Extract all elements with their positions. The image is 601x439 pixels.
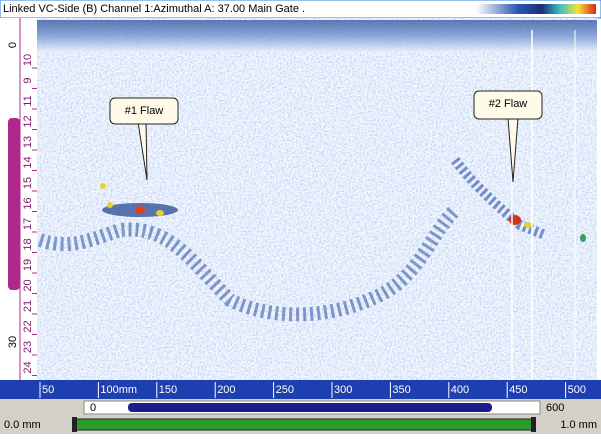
callout-label: #1 Flaw bbox=[125, 105, 164, 117]
ruler-label: 18 bbox=[22, 238, 34, 250]
color-bar bbox=[476, 4, 596, 14]
ruler-label: 400 bbox=[451, 384, 469, 396]
ruler-label: 300 bbox=[334, 384, 352, 396]
ruler-label: 17 bbox=[22, 218, 34, 230]
window-title: Linked VC-Side (B) Channel 1:Azimuthal A… bbox=[3, 3, 305, 15]
ruler-label: 450 bbox=[509, 384, 527, 396]
ruler-label: 250 bbox=[276, 384, 294, 396]
ruler-label: 350 bbox=[392, 384, 410, 396]
ruler-label: 21 bbox=[22, 300, 34, 312]
ruler-label: 30 bbox=[7, 336, 19, 348]
ruler-label: 50 bbox=[42, 384, 54, 396]
slider-handle[interactable] bbox=[72, 417, 77, 432]
ruler-label: 9 bbox=[22, 77, 34, 83]
scroll-thumb[interactable] bbox=[128, 403, 492, 412]
ruler-label: 15 bbox=[22, 177, 34, 189]
app-window: Linked VC-Side (B) Channel 1:Azimuthal A… bbox=[0, 0, 601, 434]
ruler-highlight bbox=[8, 118, 20, 290]
ruler-label: 10 bbox=[22, 54, 34, 66]
ruler-label: 19 bbox=[22, 259, 34, 271]
ruler-label: 0 bbox=[7, 42, 19, 48]
ruler-label: 16 bbox=[22, 197, 34, 209]
scan-image bbox=[37, 18, 597, 380]
scroll-end: 600 bbox=[546, 402, 564, 414]
ruler-label: 13 bbox=[22, 136, 34, 148]
ruler-label: 20 bbox=[22, 279, 34, 291]
callout-label: #2 Flaw bbox=[489, 98, 528, 110]
ruler-label: 150 bbox=[159, 384, 177, 396]
status-left: 0.0 mm bbox=[4, 419, 41, 431]
ruler-label: 12 bbox=[22, 115, 34, 127]
ruler-label: 500 bbox=[568, 384, 586, 396]
slider-handle[interactable] bbox=[531, 417, 536, 432]
ruler-label: 22 bbox=[22, 320, 34, 332]
ruler-label: 100mm bbox=[100, 384, 137, 396]
ruler-label: 23 bbox=[22, 341, 34, 353]
range-slider[interactable] bbox=[74, 419, 534, 430]
ruler-label: 200 bbox=[217, 384, 235, 396]
scroll-start: 0 bbox=[90, 402, 96, 414]
ruler-label: 11 bbox=[22, 95, 34, 106]
ruler-label: 14 bbox=[22, 156, 34, 168]
ruler-label: 24 bbox=[22, 361, 34, 373]
status-right: 1.0 mm bbox=[560, 419, 597, 431]
